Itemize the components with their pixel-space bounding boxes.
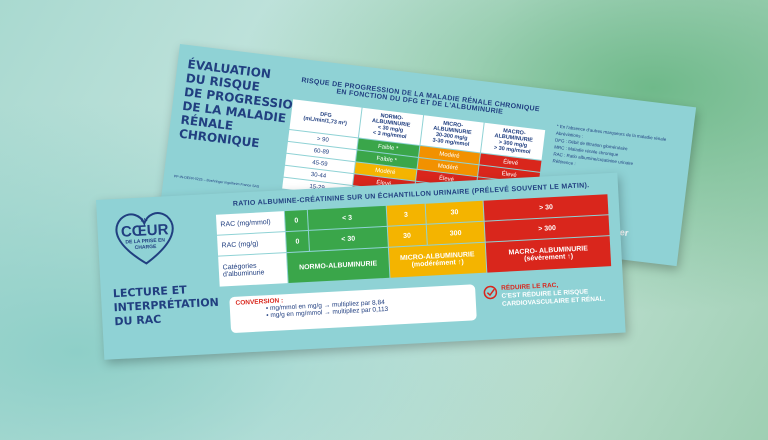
value-cell: 30 <box>425 200 484 224</box>
value-cell: < 30 <box>308 226 388 251</box>
value-cell: 30 <box>387 224 427 247</box>
value-cell: 0 <box>285 230 309 253</box>
category-line: NORMO-ALBUMINURIE <box>298 259 378 271</box>
notes: * En l'absence d'autres marqueurs de la … <box>552 123 686 181</box>
category-cell: NORMO-ALBUMINURIE <box>287 247 390 284</box>
rac-table: RAC (mg/mmol) 0 < 3 3 30 > 30 RAC (mg/g) 0 < 30 3… <box>215 193 612 288</box>
check-icon <box>483 285 498 300</box>
logo: AU CŒUR DE LA PRISE EN CHARGE <box>109 206 182 270</box>
legal: PP-IN-DEFR-0225 – Boehringer Ingelheim F… <box>173 174 260 189</box>
row-label: Catégories d'albuminurie <box>218 253 288 287</box>
row-label: RAC (mg/mmol) <box>215 211 285 235</box>
row-label: RAC (mg/g) <box>217 232 286 256</box>
value-cell: 0 <box>284 209 308 232</box>
category-cell: MICRO-ALBUMINURIE (modérément ↑) <box>388 242 487 278</box>
value-cell: < 3 <box>307 205 387 230</box>
value-cell: 3 <box>386 203 426 226</box>
category-cell: MACRO- ALBUMINURIE (sévèrement ↑) <box>485 236 612 273</box>
card-rac: AU CŒUR DE LA PRISE EN CHARGE LECTURE ET INT… <box>96 172 626 360</box>
value-cell: 300 <box>426 221 485 245</box>
conversion-box: CONVERSION : • mg/mmol en mg/g → multipli… <box>229 284 477 334</box>
heart-icon <box>115 212 174 265</box>
card-title: LECTURE ET INTERPRÉTATION DU RAC <box>113 282 220 329</box>
message: RÉDUIRE LE RAC, C'EST RÉDUIRE LE RISQUE CA… <box>501 280 606 309</box>
